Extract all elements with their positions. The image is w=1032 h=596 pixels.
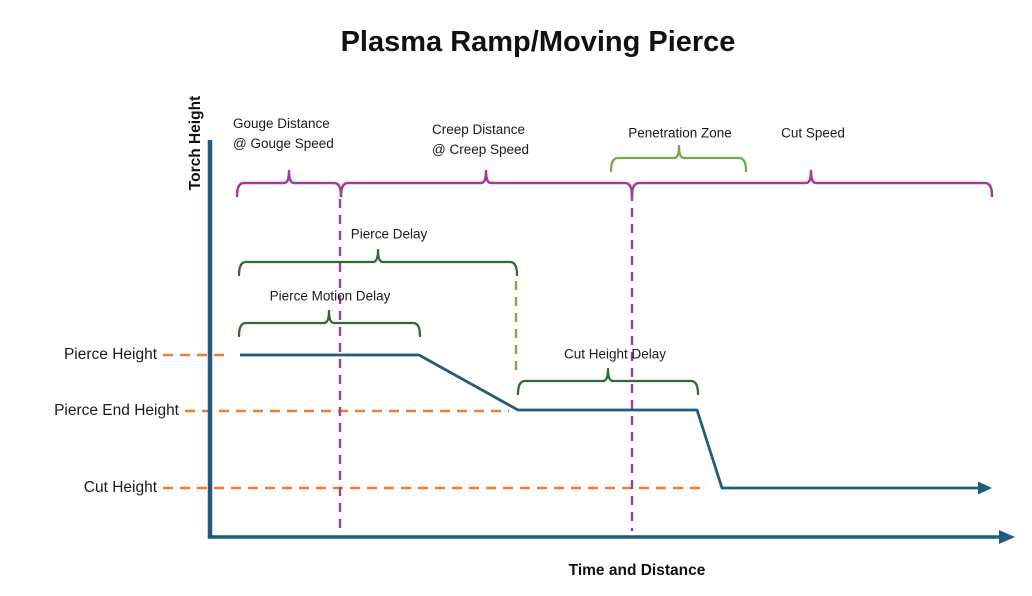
creep-distance-line1: Creep Distance (432, 122, 526, 137)
pierce-end-height-label: Pierce End Height (54, 402, 179, 419)
x-axis-label: Time and Distance (568, 562, 706, 579)
gouge-distance-line1: Gouge Distance (233, 116, 330, 131)
page-title: Plasma Ramp/Moving Pierce (340, 26, 736, 58)
penetration-zone-label: Penetration Zone (628, 125, 732, 141)
gouge-distance-label: Gouge Distance @ Gouge Speed (233, 114, 334, 154)
cut-speed-label: Cut Speed (781, 125, 845, 141)
profile-arrowhead (978, 481, 992, 495)
pierce-motion-delay-bracket (237, 309, 422, 338)
creep-distance-bracket (339, 169, 634, 198)
cut-height-label: Cut Height (83, 479, 157, 496)
creep-distance-label: Creep Distance @ Creep Speed (432, 120, 529, 160)
y-axis-label: Torch Height (187, 95, 204, 191)
cut-height-delay-label: Cut Height Delay (563, 346, 667, 362)
pierce-delay-label: Pierce Delay (350, 226, 428, 242)
gouge-distance-line2: @ Gouge Speed (233, 136, 334, 151)
penetration-zone-bracket (609, 144, 748, 173)
torch-height-profile (240, 353, 979, 490)
creep-distance-line2: @ Creep Speed (432, 142, 530, 157)
pierce-delay-bracket (237, 248, 519, 277)
pierce-height-label: Pierce Height (63, 346, 157, 363)
gouge-distance-bracket (235, 169, 343, 198)
pierce-motion-delay-label: Pierce Motion Delay (269, 288, 391, 304)
x-axis-arrowhead (999, 530, 1015, 544)
cut-speed-bracket (630, 169, 994, 198)
cut-height-delay-bracket (516, 367, 700, 396)
